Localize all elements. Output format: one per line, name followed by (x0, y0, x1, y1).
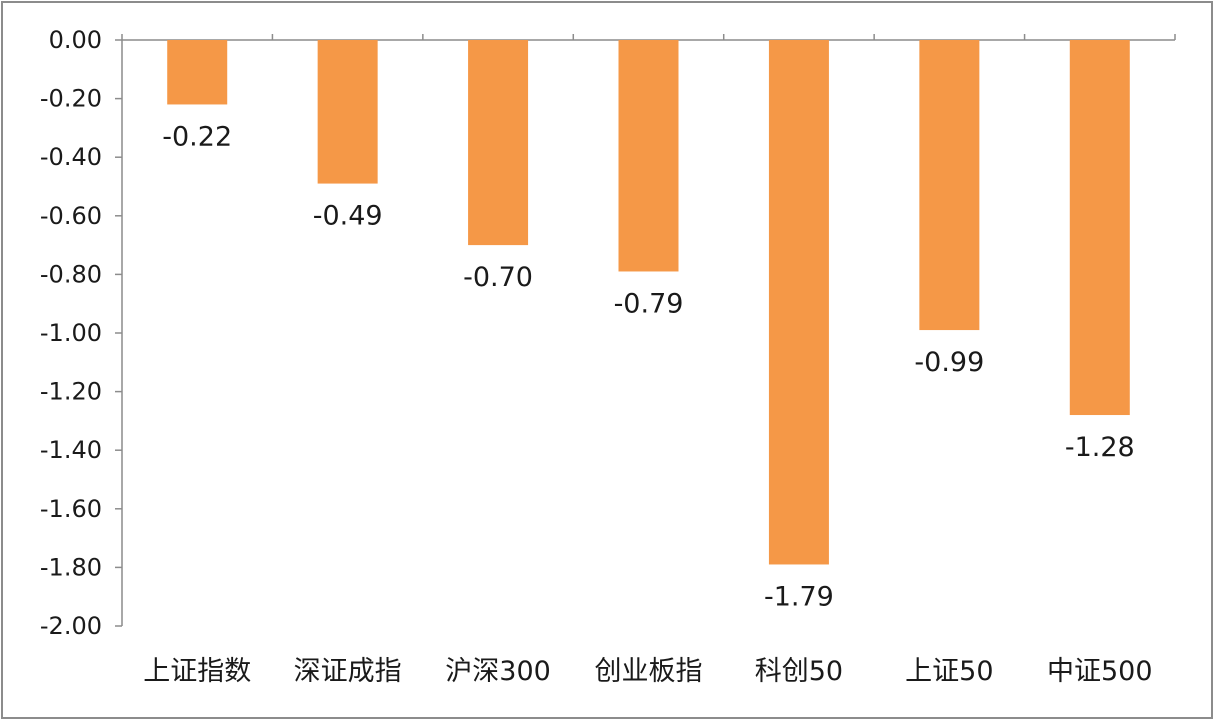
y-tick-label: 0.00 (49, 26, 102, 54)
category-label: 深证成指 (294, 656, 402, 687)
data-label: -1.79 (764, 581, 834, 612)
category-label: 中证500 (1047, 656, 1153, 687)
data-label: -0.22 (162, 121, 232, 152)
bar (618, 40, 679, 272)
category-label: 创业板指 (595, 656, 703, 687)
y-tick-label: -1.00 (40, 319, 102, 347)
y-tick-label: -0.20 (40, 85, 102, 113)
bar (1069, 40, 1130, 416)
data-label: -0.49 (313, 201, 383, 232)
y-tick-label: -1.80 (40, 553, 102, 581)
chart-bars (167, 40, 1130, 565)
bar (919, 40, 980, 331)
chart-labels: -0.22 上证指数 -0.49 深证成指 -0.70 沪深300 -0.79 创业板指 -1.… (143, 121, 1152, 687)
data-label: -0.99 (914, 347, 984, 378)
data-label: -1.28 (1065, 432, 1135, 463)
bar (468, 40, 529, 246)
bar (768, 40, 829, 565)
y-tick-label: -0.40 (40, 143, 102, 171)
y-tick-label: -0.60 (40, 202, 102, 230)
bar (167, 40, 228, 105)
y-tick-label: -0.80 (40, 260, 102, 288)
category-label: 上证50 (905, 656, 993, 687)
data-label: -0.79 (614, 288, 684, 319)
data-label: -0.70 (463, 262, 533, 293)
category-label: 上证指数 (143, 656, 251, 687)
bar (317, 40, 378, 184)
chart-axes: 0.00 -0.20 -0.40 -0.60 -0.80 -1.00 -1.20 -1.40 -… (40, 26, 1176, 640)
y-tick-label: -1.60 (40, 495, 102, 523)
y-tick-label: -2.00 (40, 612, 102, 640)
category-label: 沪深300 (445, 656, 551, 687)
y-tick-label: -1.40 (40, 436, 102, 464)
y-tick-label: -1.20 (40, 378, 102, 406)
category-label: 科创50 (755, 656, 843, 687)
